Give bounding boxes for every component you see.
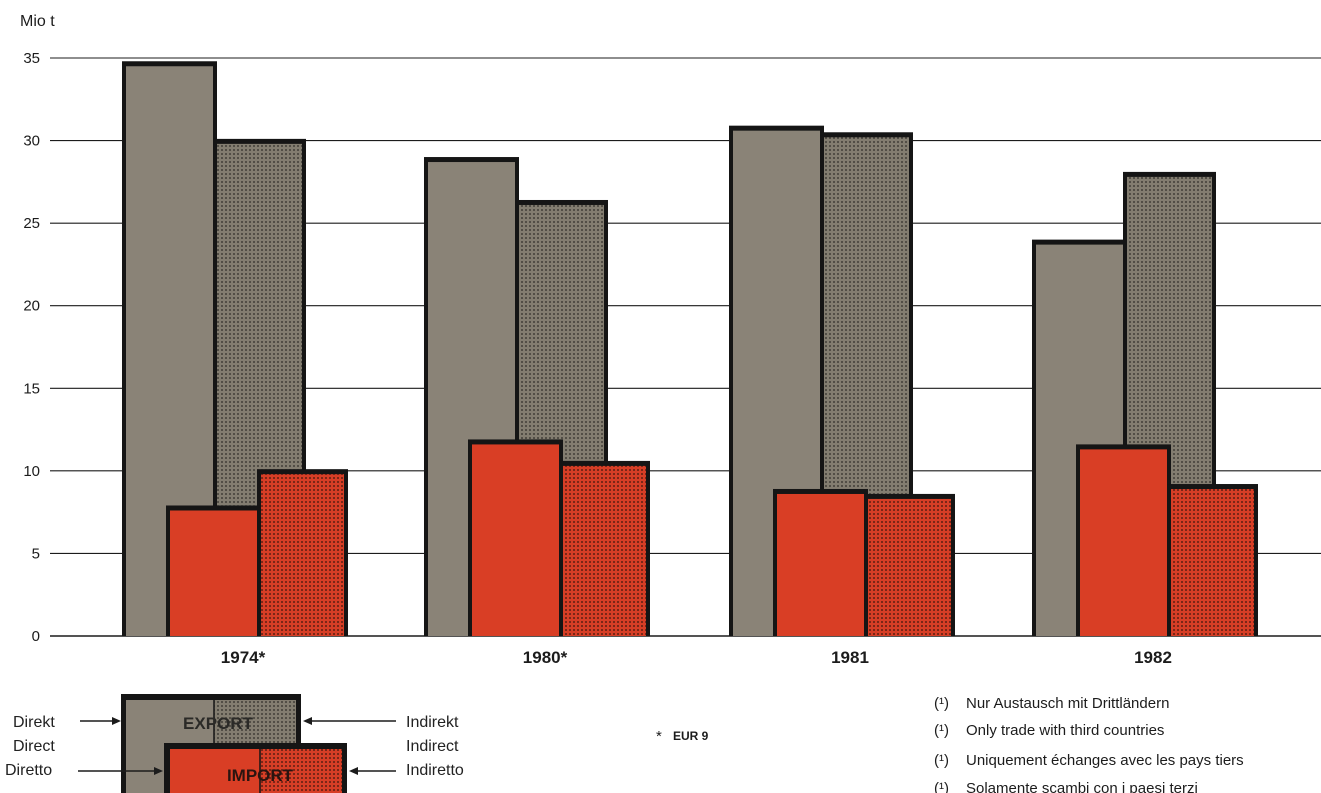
note-3-marker: (¹) [934, 752, 949, 769]
bar-import-direct [777, 493, 864, 636]
notes: (¹) Nur Austausch mit Drittländern (¹) O… [934, 695, 1244, 793]
note-1-text: Nur Austausch mit Drittländern [966, 695, 1169, 712]
x-category-label: 1974* [221, 648, 266, 667]
bar-import-direct [170, 510, 257, 636]
y-tick-label: 20 [23, 298, 40, 315]
arrow-direkt-icon [112, 717, 121, 725]
legend-left-de: Direkt [13, 714, 55, 731]
y-tick-label: 5 [32, 545, 40, 562]
footnote-eur9: EUR 9 [673, 729, 709, 743]
y-tick-labels: 0 5 10 15 20 25 30 35 [23, 50, 40, 645]
y-tick-label: 0 [32, 628, 40, 645]
note-1-marker: (¹) [934, 695, 949, 712]
bar-import-direct [472, 444, 559, 636]
legend-right-it: Indiretto [406, 762, 464, 779]
legend-export-label: EXPORT [183, 714, 254, 733]
y-tick-label: 15 [23, 380, 40, 397]
note-4-text: Solamente scambi con i paesi terzi [966, 780, 1198, 793]
legend-left-en: Direct [13, 738, 55, 755]
note-2-text: Only trade with third countries [966, 722, 1164, 739]
footnote-star: * [656, 728, 662, 745]
x-category-label: 1980* [523, 648, 568, 667]
legend-import-indirect-swatch [260, 749, 342, 793]
legend-left-it: Diretto [5, 762, 52, 779]
arrow-indirekt-icon [303, 717, 312, 725]
x-category-label: 1982 [1134, 648, 1172, 667]
x-category-labels: 1974* 1980* 1981 1982 [221, 648, 1172, 667]
y-tick-label: 35 [23, 50, 40, 67]
note-2-marker: (¹) [934, 722, 949, 739]
legend: EXPORT IMPORT Direkt Direct Diretto Indi… [5, 694, 464, 793]
legend-import-direct-swatch [170, 749, 260, 793]
legend-right-de: Indirekt [406, 714, 459, 731]
bar-import-indirect [261, 474, 344, 636]
y-tick-label: 25 [23, 215, 40, 232]
y-tick-label: 10 [23, 463, 40, 480]
legend-right-en: Indirect [406, 738, 459, 755]
bars [122, 61, 1258, 637]
bar-import-indirect [563, 465, 646, 636]
legend-import-label: IMPORT [227, 766, 294, 785]
bar-import-indirect [1171, 489, 1254, 636]
bar-import-direct [1080, 449, 1167, 636]
arrow-diretto-icon [154, 767, 163, 775]
y-axis-label: Mio t [20, 13, 55, 30]
note-3-text: Uniquement échanges avec les pays tiers [966, 752, 1244, 769]
bar-import-indirect [868, 498, 951, 636]
x-category-label: 1981 [831, 648, 869, 667]
y-tick-label: 30 [23, 133, 40, 150]
arrow-indiretto-icon [349, 767, 358, 775]
note-4-marker: (¹) [934, 780, 949, 793]
